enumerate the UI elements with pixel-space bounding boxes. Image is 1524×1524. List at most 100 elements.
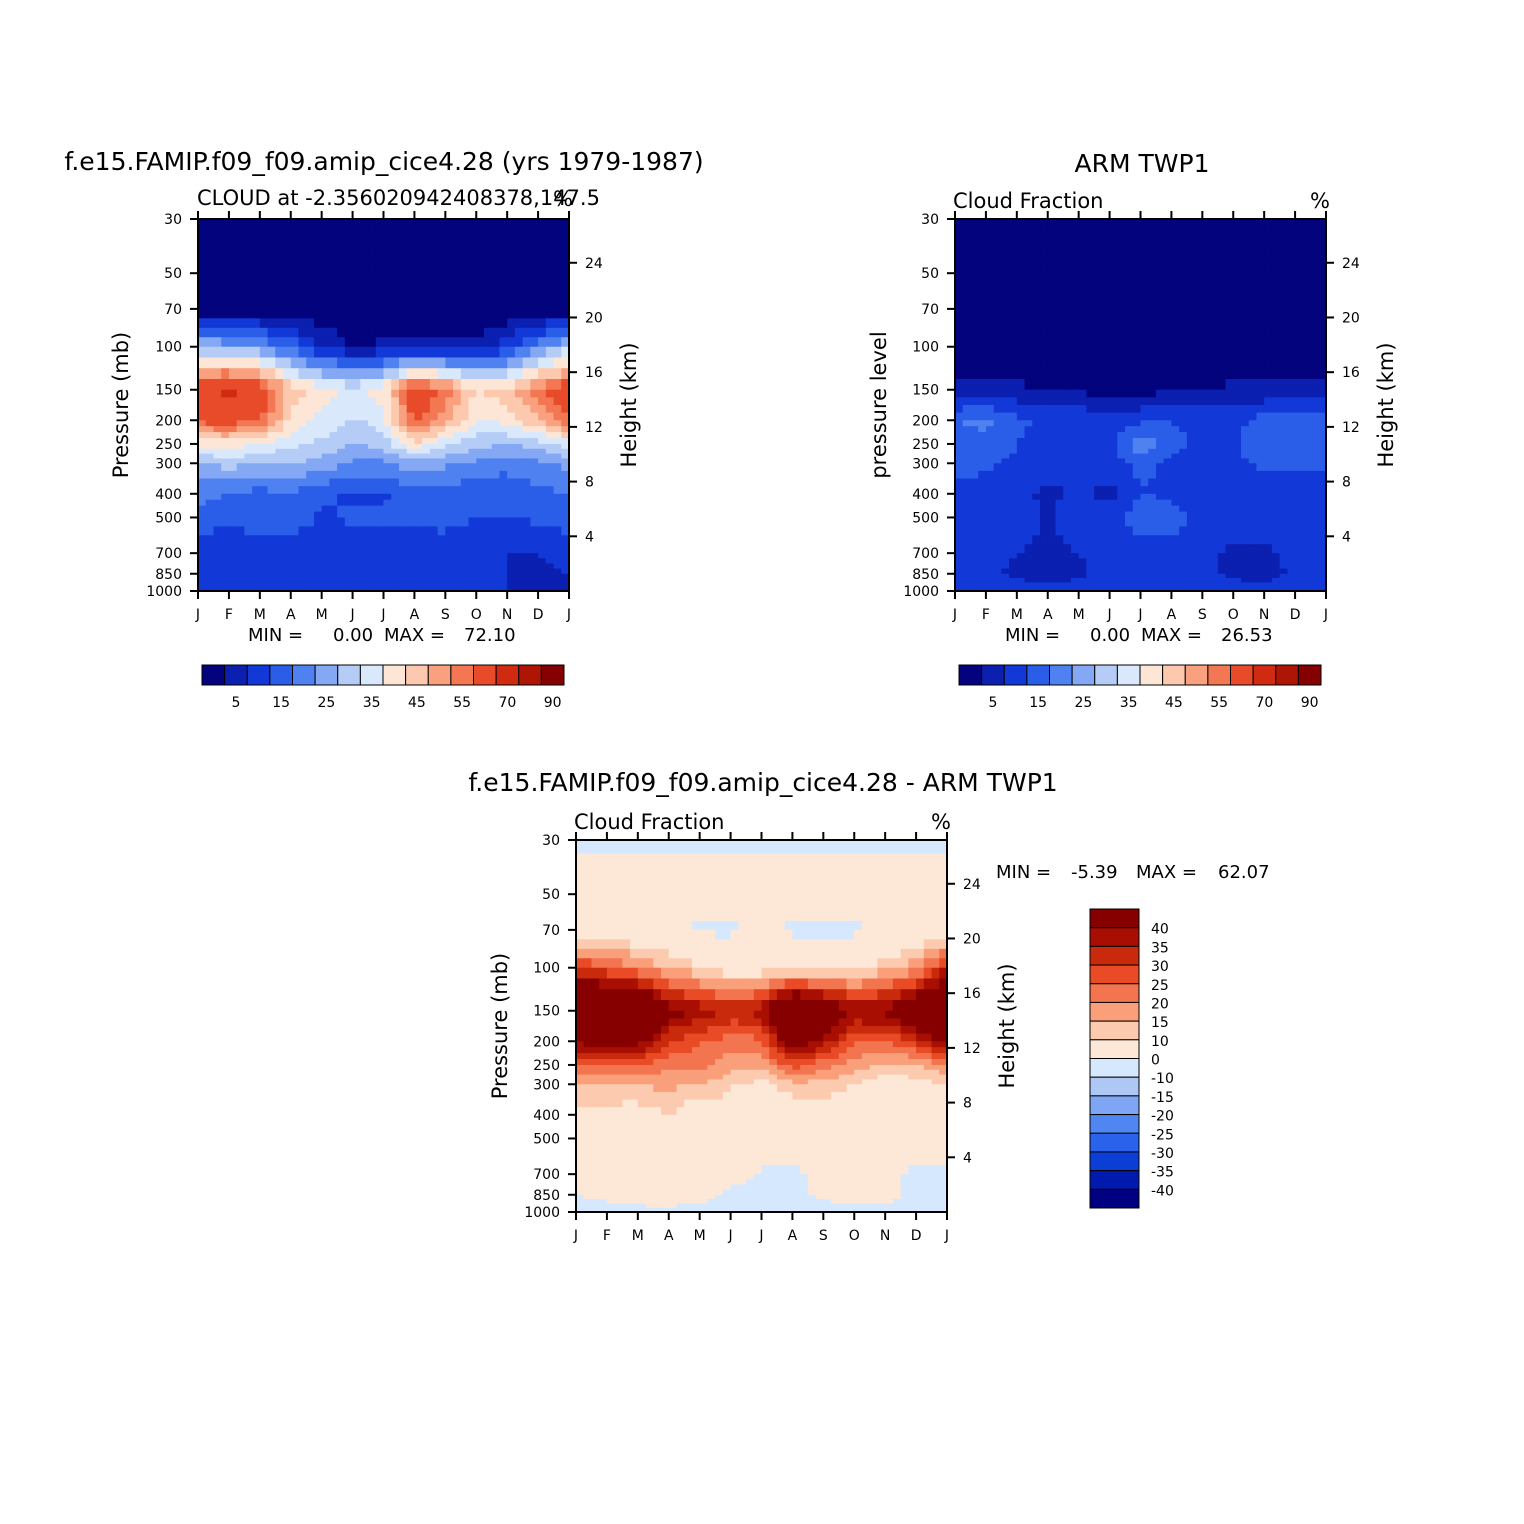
contour-cell xyxy=(538,511,547,519)
contour-cell xyxy=(1155,505,1165,513)
contour-cell xyxy=(955,420,964,427)
contour-cell xyxy=(1094,420,1103,427)
contour-cell xyxy=(1318,463,1326,472)
contour-cell xyxy=(221,493,230,501)
y-right-tick-label: 20 xyxy=(585,310,603,326)
contour-cell xyxy=(1202,327,1211,338)
contour-cell xyxy=(221,578,230,584)
contour-cell xyxy=(1117,291,1126,301)
contour-cell xyxy=(368,426,377,433)
contour-cell xyxy=(908,867,917,882)
contour-cell xyxy=(429,563,439,570)
contour-cell xyxy=(213,291,222,301)
contour-cell xyxy=(429,526,439,537)
contour-cell xyxy=(368,318,377,329)
contour-cell xyxy=(267,273,276,283)
contour-cell xyxy=(453,453,462,460)
contour-cell xyxy=(1310,578,1319,584)
contour-cell xyxy=(1132,420,1142,427)
contour-cell xyxy=(1155,563,1165,570)
contour-cell xyxy=(1256,282,1265,292)
contour-cell xyxy=(275,511,284,519)
contour-cell xyxy=(1248,535,1258,545)
contour-cell xyxy=(1217,563,1227,570)
contour-cell xyxy=(545,308,555,320)
contour-cell xyxy=(1009,553,1018,560)
contour-cell xyxy=(993,563,1003,570)
contour-cell xyxy=(406,246,416,261)
contour-cell xyxy=(970,578,979,584)
contour-cell xyxy=(321,438,331,445)
contour-cell xyxy=(383,558,392,565)
contour-cell xyxy=(483,443,493,450)
contour-cell xyxy=(514,553,524,560)
contour-cell xyxy=(1264,578,1273,584)
contour-cell xyxy=(298,368,307,380)
contour-cell xyxy=(1202,517,1211,528)
contour-cell xyxy=(1248,282,1258,292)
contour-cell xyxy=(1148,308,1157,320)
contour-cell xyxy=(476,246,485,261)
contour-cell xyxy=(321,346,331,359)
contour-cell xyxy=(290,535,300,545)
contour-cell xyxy=(499,308,508,320)
contour-cell xyxy=(491,586,501,591)
contour-cell xyxy=(275,282,284,292)
contour-cell xyxy=(1233,448,1242,455)
contour-cell xyxy=(205,378,215,391)
contour-cell xyxy=(1271,337,1281,348)
contour-cell xyxy=(1163,357,1173,369)
contour-cell xyxy=(1109,438,1119,445)
contour-cell xyxy=(1024,448,1033,455)
contour-cell xyxy=(1140,378,1149,391)
contour-cell xyxy=(553,378,562,391)
contour-cell xyxy=(530,573,539,579)
contour-cell xyxy=(1217,438,1227,445)
contour-cell xyxy=(962,544,972,554)
contour-cell xyxy=(1109,318,1119,329)
contour-cell xyxy=(422,493,431,501)
contour-cell xyxy=(1140,282,1149,292)
contour-cell xyxy=(1240,568,1250,575)
contour-cell xyxy=(1279,291,1289,301)
contour-cell xyxy=(1101,578,1111,584)
contour-cell xyxy=(545,368,555,380)
contour-cell xyxy=(491,357,501,369)
contour-cell xyxy=(368,526,377,537)
contour-cell xyxy=(1155,511,1165,519)
contour-cell xyxy=(1063,553,1072,560)
contour-cell xyxy=(228,405,238,414)
contour-cell xyxy=(1287,493,1296,501)
contour-cell xyxy=(198,432,207,439)
contour-cell xyxy=(499,299,508,310)
contour-cell xyxy=(406,368,416,380)
contour-cell xyxy=(1302,443,1312,450)
contour-cell xyxy=(453,470,462,480)
contour-cell xyxy=(252,458,261,464)
contour-cell xyxy=(1016,453,1026,460)
contour-cell xyxy=(1310,368,1319,380)
contour-cell xyxy=(321,458,331,464)
contour-cell xyxy=(213,432,222,439)
contour-cell xyxy=(198,420,207,427)
contour-cell xyxy=(298,568,307,575)
contour-cell xyxy=(221,219,230,234)
contour-cell xyxy=(1171,582,1180,588)
contour-cell xyxy=(1264,573,1273,579)
contour-cell xyxy=(213,405,222,414)
y-right-tick-label: 8 xyxy=(585,475,594,491)
contour-cell xyxy=(1225,357,1234,369)
contour-cell xyxy=(1148,232,1157,247)
contour-cell xyxy=(198,308,207,320)
contour-cell xyxy=(707,840,716,855)
contour-cell xyxy=(1047,553,1057,560)
contour-cell xyxy=(236,544,246,554)
contour-cell xyxy=(1063,232,1072,247)
contour-cell xyxy=(1109,405,1119,414)
contour-cell xyxy=(1047,259,1057,274)
contour-cell xyxy=(360,535,369,545)
contour-cell xyxy=(383,432,392,439)
contour-cell xyxy=(275,493,284,501)
contour-cell xyxy=(1210,438,1219,445)
contour-cell xyxy=(1310,389,1319,399)
